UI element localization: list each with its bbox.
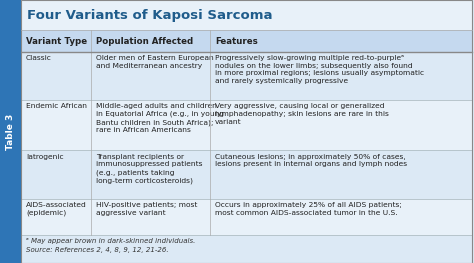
Bar bbox=[21, 52, 472, 100]
Text: HIV-positive patients; most
aggressive variant: HIV-positive patients; most aggressive v… bbox=[96, 202, 197, 216]
Text: ᵃ May appear brown in dark-skinned individuals.
Source: References 2, 4, 8, 9, 1: ᵃ May appear brown in dark-skinned indiv… bbox=[26, 238, 195, 252]
Bar bbox=[21, 0, 472, 30]
Text: Very aggressive, causing local or generalized
lymphadenopathy; skin lesions are : Very aggressive, causing local or genera… bbox=[215, 103, 389, 125]
Bar bbox=[21, 30, 472, 52]
Text: Population Affected: Population Affected bbox=[96, 37, 193, 45]
Text: Table 3: Table 3 bbox=[6, 113, 15, 150]
Bar bbox=[21, 150, 472, 199]
Text: Middle-aged adults and children
in Equatorial Africa (e.g., in young
Bantu child: Middle-aged adults and children in Equat… bbox=[96, 103, 224, 133]
Text: Four Variants of Kaposi Sarcoma: Four Variants of Kaposi Sarcoma bbox=[27, 9, 273, 22]
Text: AIDS-associated
(epidemic): AIDS-associated (epidemic) bbox=[26, 202, 87, 216]
Bar bbox=[21, 100, 472, 150]
Text: Features: Features bbox=[215, 37, 258, 45]
Text: Transplant recipients or
immunosuppressed patients
(e.g., patients taking
long-t: Transplant recipients or immunosuppresse… bbox=[96, 154, 202, 184]
Text: Progressively slow-growing multiple red-to-purpleᵃ
nodules on the lower limbs; s: Progressively slow-growing multiple red-… bbox=[215, 55, 424, 84]
Text: Occurs in approximately 25% of all AIDS patients;
most common AIDS-associated tu: Occurs in approximately 25% of all AIDS … bbox=[215, 202, 402, 216]
Text: Iatrogenic: Iatrogenic bbox=[26, 154, 64, 160]
Bar bbox=[21, 235, 472, 263]
Bar bbox=[21, 199, 472, 235]
Text: Older men of Eastern European
and Mediterranean ancestry: Older men of Eastern European and Medite… bbox=[96, 55, 214, 69]
Text: Endemic African: Endemic African bbox=[26, 103, 87, 109]
Bar bbox=[0, 0, 21, 263]
Text: Cutaneous lesions; in approximately 50% of cases,
lesions present in internal or: Cutaneous lesions; in approximately 50% … bbox=[215, 154, 407, 167]
Text: Variant Type: Variant Type bbox=[26, 37, 87, 45]
Text: Classic: Classic bbox=[26, 55, 52, 61]
